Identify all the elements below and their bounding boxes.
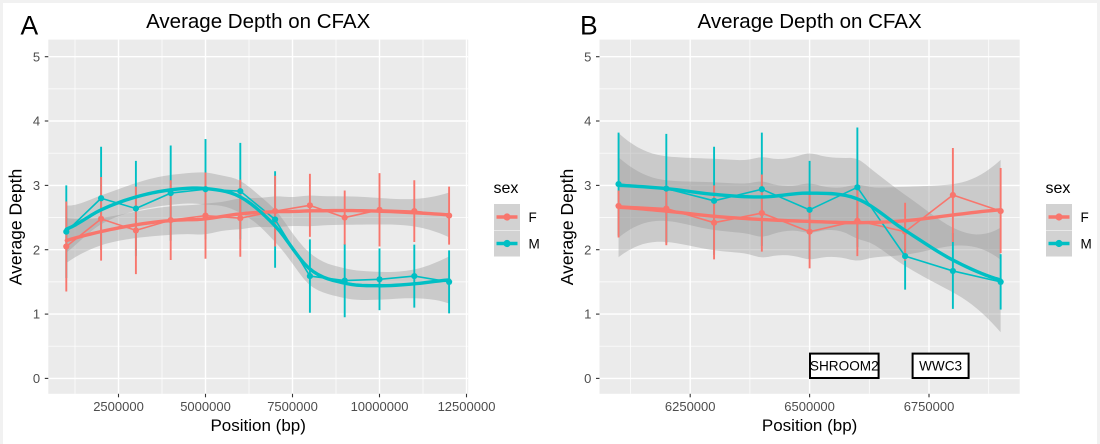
svg-text:4: 4 <box>33 114 40 129</box>
svg-text:12500000: 12500000 <box>438 399 496 414</box>
svg-text:1: 1 <box>33 307 40 322</box>
svg-text:A: A <box>21 11 39 41</box>
svg-text:5000000: 5000000 <box>180 399 231 414</box>
svg-text:6500000: 6500000 <box>784 399 835 414</box>
svg-text:F: F <box>529 210 537 225</box>
svg-text:4: 4 <box>584 114 591 129</box>
svg-text:Position (bp): Position (bp) <box>762 416 857 435</box>
svg-text:Average Depth: Average Depth <box>557 169 577 285</box>
svg-text:5: 5 <box>33 49 40 64</box>
svg-text:3: 3 <box>33 178 40 193</box>
svg-text:Position (bp): Position (bp) <box>210 416 305 435</box>
svg-text:F: F <box>1081 210 1089 225</box>
svg-text:M: M <box>1081 236 1092 251</box>
svg-text:sex: sex <box>1046 180 1071 197</box>
svg-text:2: 2 <box>584 242 591 257</box>
svg-text:B: B <box>580 11 598 41</box>
svg-text:SHROOM2: SHROOM2 <box>810 359 879 374</box>
svg-text:0: 0 <box>584 371 591 386</box>
svg-text:5: 5 <box>584 49 591 64</box>
svg-text:1: 1 <box>584 307 591 322</box>
svg-text:2: 2 <box>33 242 40 257</box>
svg-text:7500000: 7500000 <box>267 399 318 414</box>
svg-text:sex: sex <box>494 180 519 197</box>
svg-text:0: 0 <box>33 371 40 386</box>
svg-text:Average Depth: Average Depth <box>6 169 26 285</box>
svg-text:Average Depth on CFAX: Average Depth on CFAX <box>146 10 370 33</box>
svg-text:6750000: 6750000 <box>904 399 955 414</box>
svg-text:Average Depth on CFAX: Average Depth on CFAX <box>698 10 922 33</box>
svg-text:WWC3: WWC3 <box>919 359 962 374</box>
svg-text:2500000: 2500000 <box>93 399 144 414</box>
svg-text:6250000: 6250000 <box>665 399 716 414</box>
svg-text:10000000: 10000000 <box>351 399 409 414</box>
svg-text:M: M <box>529 236 540 251</box>
svg-text:3: 3 <box>584 178 591 193</box>
